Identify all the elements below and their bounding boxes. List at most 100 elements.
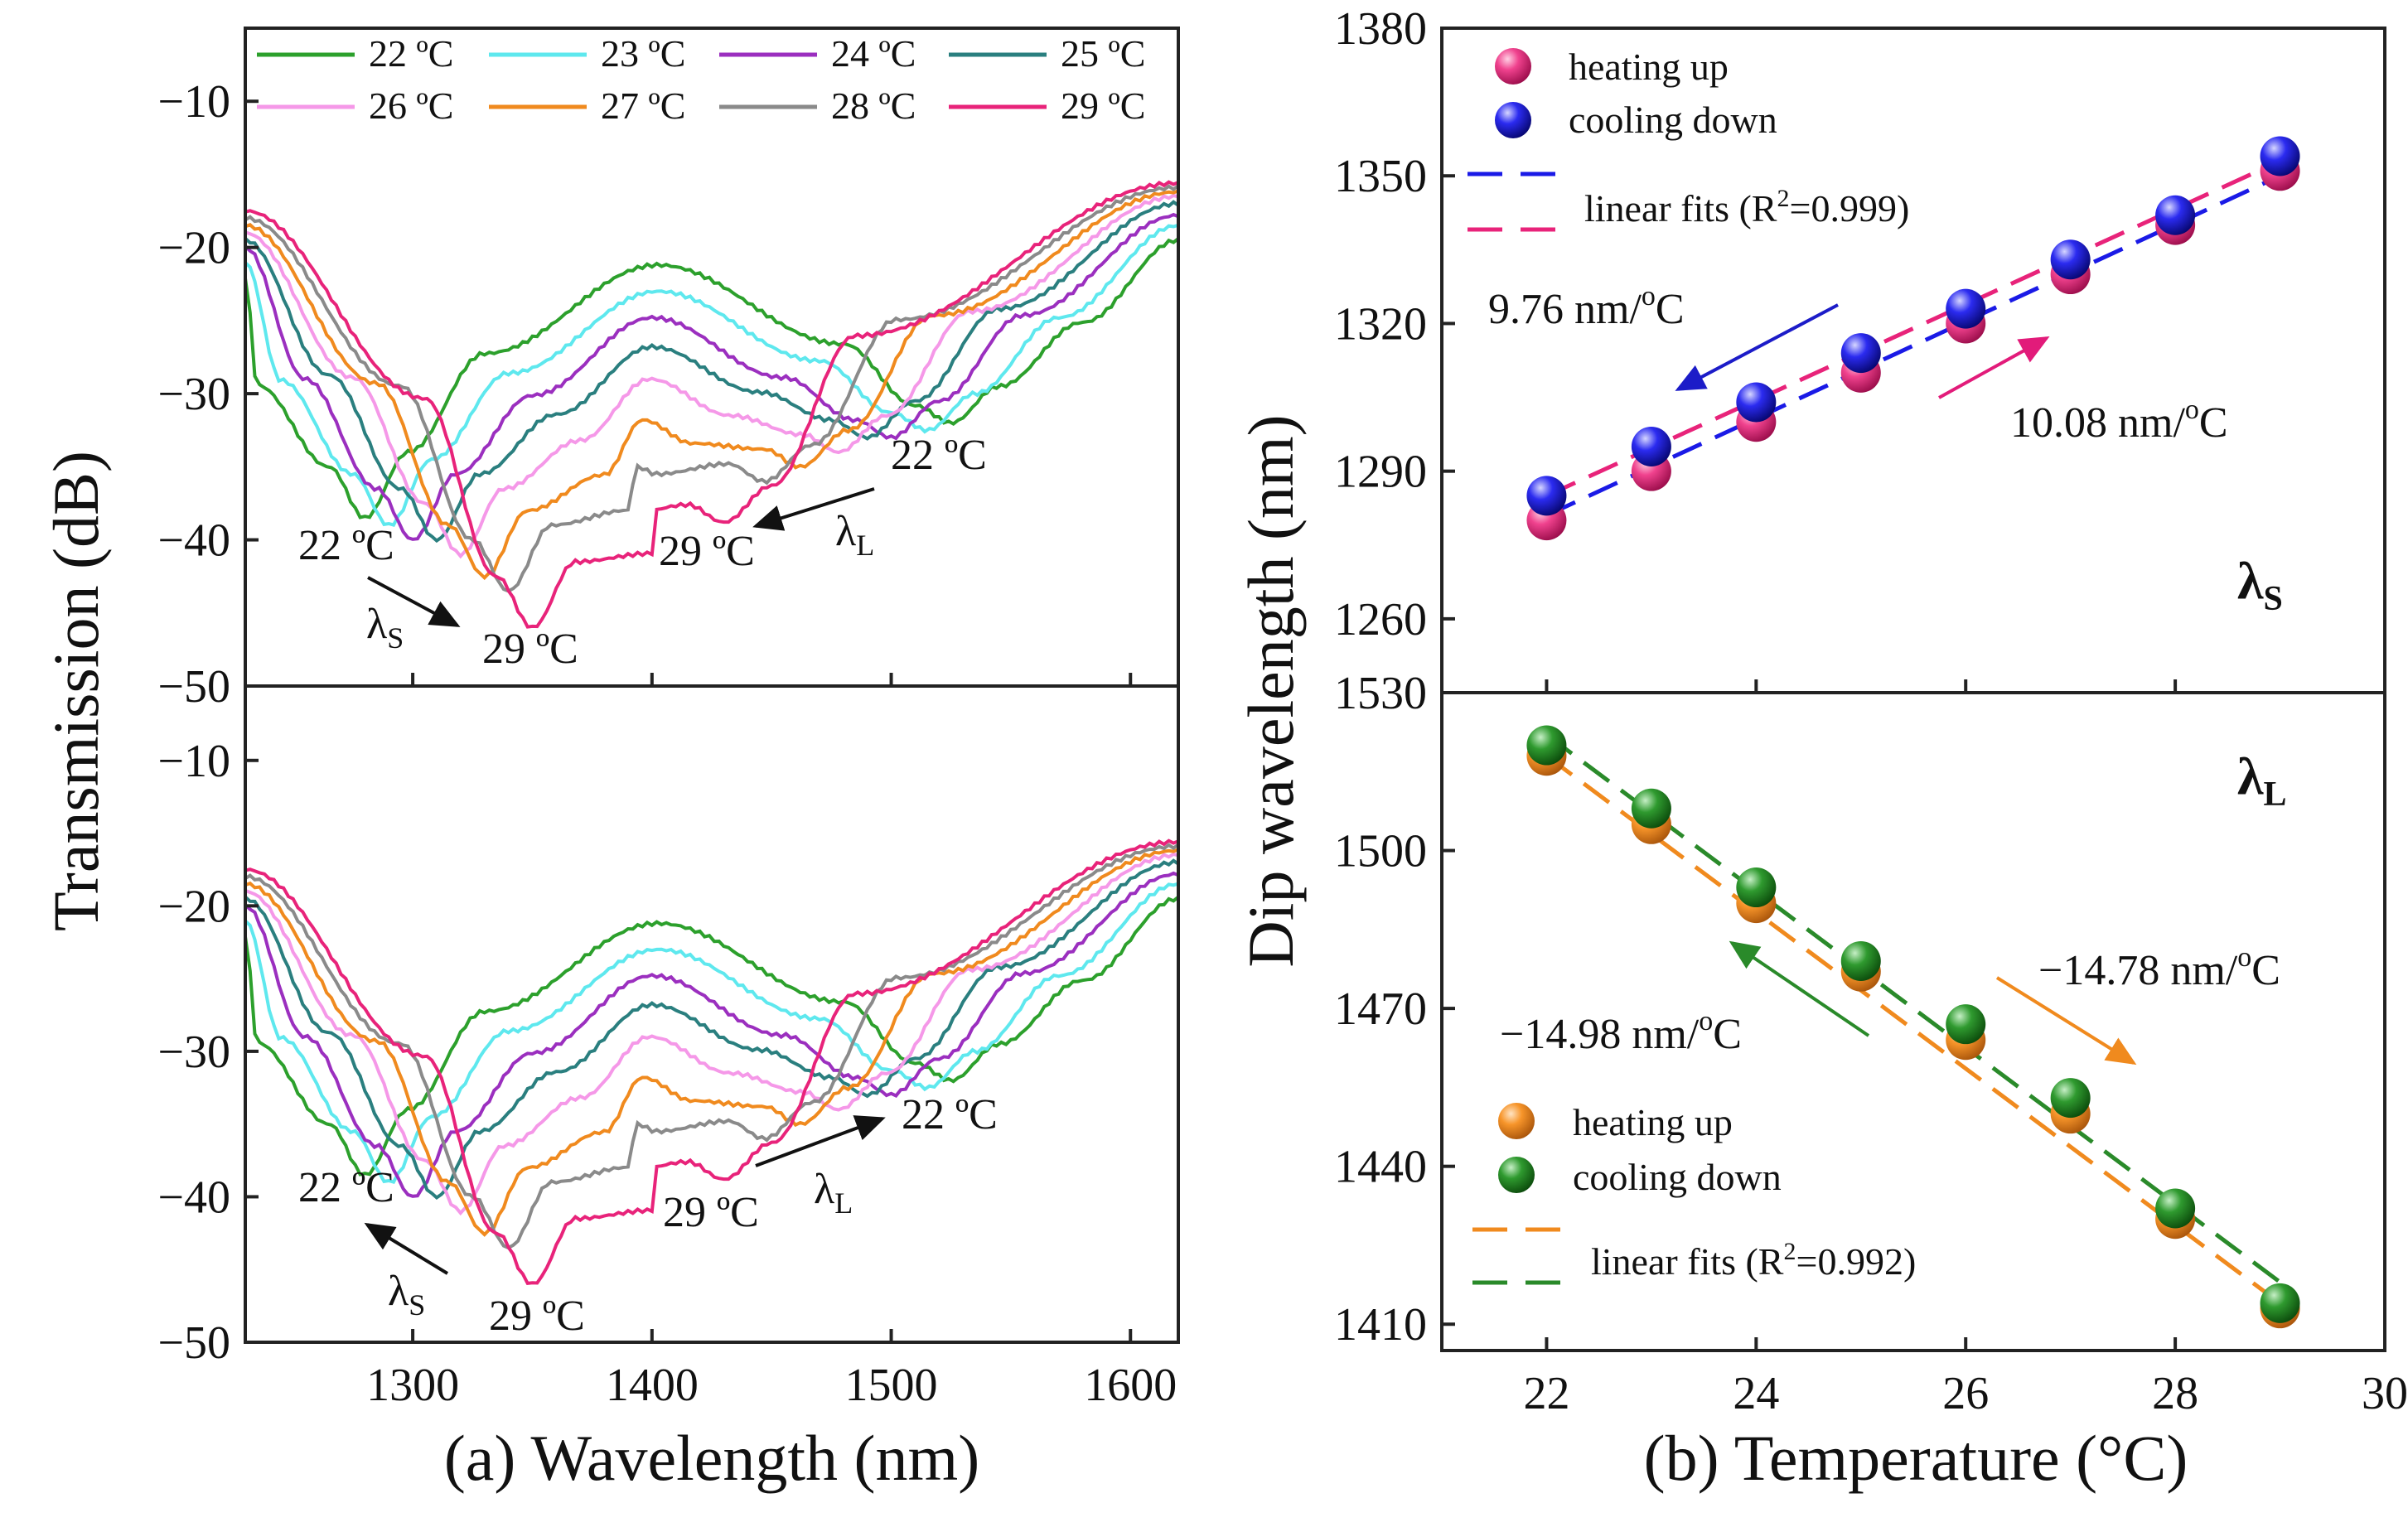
panel-a-legend: 22 ºC 23 ºC 24 ºC 25 ºC 26 ºC 27 ºC 28 ºC 29 ºC — [257, 32, 1145, 127]
legend-cooling-l: cooling down — [1573, 1156, 1782, 1198]
panel-a: −10 −20 −30 −40 −50 −10 −20 −30 −40 −50 1300 1400 15… — [40, 27, 1180, 1494]
panel-b-axes: 1260 1290 1320 1350 1380 1410 1440 1470 1500 1530… — [1334, 3, 2408, 1419]
a-bot-ytick-label: −40 — [157, 1172, 230, 1223]
legend-marker-cooling-l — [1498, 1157, 1535, 1193]
a-top-curve-22c — [244, 237, 1180, 519]
b-xtick-label: 26 — [1942, 1368, 1989, 1419]
b-top-point-cooling — [1840, 333, 1881, 374]
a-bot-label-29c-left: 29 ºC — [489, 1293, 585, 1340]
b-bot-point-cooling — [1526, 725, 1567, 766]
a-xtick-label: 1300 — [366, 1360, 459, 1411]
a-bot-label-22c-left: 22 ºC — [298, 1164, 394, 1211]
panel-b-frame — [1440, 27, 2386, 1352]
b-bottom-legend: heating up cooling down linear fits (R2=… — [1472, 1101, 1916, 1285]
b-top-ytick-label: 1350 — [1334, 151, 1427, 202]
legend-marker-heating-l — [1498, 1103, 1535, 1139]
a-top-ytick-label: −30 — [157, 369, 230, 420]
b-bot-ytick-label: 1500 — [1334, 826, 1427, 877]
a-bot-curve-26c — [244, 852, 1179, 1216]
a-bot-arrow-lambda-s — [364, 1222, 449, 1275]
arrow-heating-s — [1938, 336, 2050, 399]
b-top-ytick-label: 1260 — [1334, 594, 1427, 645]
a-top-label-22c-left: 22 ºC — [298, 522, 394, 569]
b-bot-point-cooling — [2155, 1188, 2196, 1229]
panel-a-axes: −10 −20 −30 −40 −50 −10 −20 −30 −40 −50 1300 1400 15… — [157, 76, 1177, 1411]
a-top-curve-27c — [244, 189, 1179, 581]
a-xtick-label: 1500 — [845, 1360, 938, 1411]
a-xtick-label: 1600 — [1084, 1360, 1177, 1411]
b-bot-ytick-label: 1470 — [1334, 983, 1427, 1035]
b-bot-point-cooling — [1946, 1004, 1986, 1045]
b-top-point-cooling — [1946, 288, 1986, 329]
a-bot-curve-29c — [244, 838, 1179, 1286]
a-xtick-label: 1400 — [606, 1360, 699, 1411]
b-bot-point-cooling — [1631, 788, 1671, 829]
a-top-curve-23c — [244, 223, 1179, 527]
b-bot-ytick-label: 1410 — [1334, 1299, 1427, 1351]
a-top-curve-28c — [244, 184, 1180, 593]
a-top-arrow-lambda-l — [752, 487, 875, 531]
b-ylabel: Dip wavelength (nm) — [1235, 414, 1307, 967]
slope-cooling-l: −14.98 nm/oC — [1500, 1006, 1742, 1058]
a-bottom-curves — [244, 838, 1180, 1286]
a-xlabel: (a) Wavelength (nm) — [444, 1422, 979, 1494]
b-top-ytick-label: 1290 — [1334, 447, 1427, 498]
arrow-heating-l — [1995, 976, 2137, 1066]
a-bottom-annotations: 22 ºC 22 ºC 29 ºC 29 ºC λS λL — [298, 1091, 998, 1340]
slope-cooling-s: 9.76 nm/oC — [1488, 281, 1685, 333]
a-bot-curve-22c — [244, 896, 1180, 1177]
a-bot-curve-25c — [244, 858, 1180, 1201]
a-top-arrow-lambda-s — [367, 576, 461, 627]
a-top-ytick-label: −40 — [157, 515, 230, 567]
a-top-curve-26c — [244, 193, 1179, 559]
a-bot-label-22c-right: 22 ºC — [902, 1091, 998, 1138]
legend-label-22c: 22 ºC — [369, 32, 453, 75]
a-bot-curve-27c — [244, 848, 1179, 1237]
a-top-ytick-label: −10 — [157, 76, 230, 128]
legend-label-24c: 24 ºC — [831, 32, 916, 75]
a-bot-curve-23c — [244, 882, 1179, 1184]
a-bot-curve-24c — [244, 871, 1179, 1198]
b-bottom-corner-label: λL — [2237, 747, 2286, 814]
legend-label-27c: 27 ºC — [601, 85, 685, 127]
legend-heating-l: heating up — [1573, 1101, 1733, 1143]
a-top-ytick-label: −20 — [157, 223, 230, 274]
a-top-curve-29c — [244, 180, 1179, 629]
legend-marker-cooling-s — [1495, 102, 1531, 138]
b-top-point-cooling — [2260, 136, 2300, 176]
legend-label-23c: 23 ºC — [601, 32, 685, 75]
panel-b: 1260 1290 1320 1350 1380 1410 1440 1470 1500 1530… — [1235, 3, 2408, 1494]
b-top-point-cooling — [2050, 239, 2091, 280]
slope-heating-s: 10.08 nm/oC — [2010, 394, 2228, 447]
b-top-point-cooling — [1631, 426, 1671, 466]
a-bot-ytick-label: −50 — [157, 1317, 230, 1369]
b-xtick-label: 22 — [1523, 1368, 1569, 1419]
a-top-annotations: 22 ºC 22 ºC 29 ºC 29 ºC λS λL — [298, 432, 987, 673]
a-ylabel: Transmission (dB) — [40, 451, 112, 931]
b-xtick-label: 30 — [2362, 1368, 2408, 1419]
a-bot-lambda-l: λL — [814, 1166, 853, 1220]
a-bot-lambda-s: λS — [388, 1268, 425, 1322]
a-top-curve-24c — [244, 212, 1179, 541]
b-xtick-label: 24 — [1733, 1368, 1779, 1419]
legend-heating-s: heating up — [1569, 46, 1729, 88]
legend-label-28c: 28 ºC — [831, 85, 916, 127]
b-bot-ytick-label: 1440 — [1334, 1142, 1427, 1193]
legend-label-29c: 29 ºC — [1061, 85, 1145, 127]
b-top-corner-label: λS — [2237, 551, 2283, 618]
legend-fit-label-s: linear fits (R2=0.999) — [1584, 185, 1909, 230]
b-top-legend: heating up cooling down linear fits (R2=… — [1468, 46, 1909, 232]
b-bot-point-cooling — [2260, 1283, 2300, 1323]
a-top-label-29c-left: 29 ºC — [482, 626, 578, 673]
legend-marker-heating-s — [1495, 48, 1531, 85]
b-bot-ytick-label: 1530 — [1334, 668, 1427, 719]
b-top-point-cooling — [1526, 476, 1567, 516]
b-xtick-label: 28 — [2152, 1368, 2198, 1419]
a-bot-ytick-label: −20 — [157, 881, 230, 932]
a-top-label-29c-right: 29 ºC — [659, 528, 755, 575]
legend-label-26c: 26 ºC — [369, 85, 453, 127]
b-xlabel: (b) Temperature (°C) — [1644, 1422, 2188, 1494]
a-bot-ytick-label: −30 — [157, 1027, 230, 1078]
a-bot-arrow-lambda-l — [755, 1115, 886, 1167]
a-bot-label-29c-right: 29 ºC — [663, 1189, 759, 1236]
